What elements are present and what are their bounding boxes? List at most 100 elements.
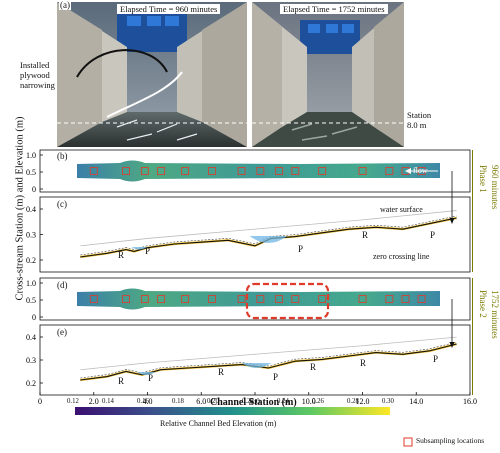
phase2-duration: 1752 minutes <box>490 290 500 339</box>
x-tick-label: 10.0 <box>302 397 316 406</box>
x-tick-label: 0 <box>38 397 42 406</box>
link-arrowhead-phase1 <box>449 218 455 224</box>
station-label: Station 8.0 m <box>407 110 431 130</box>
flow-arrowhead <box>405 168 411 174</box>
subsampling-marker <box>291 167 300 175</box>
photo-1752-min: Elapsed Time = 1752 minutes <box>252 2 404 147</box>
riffle-label: R <box>360 358 367 368</box>
y-tick-label: 1.0 <box>26 151 36 160</box>
x-ticks: 0 2.0 4.0 6.0 8.0 10.0 12.0 14.0 16.0 <box>38 392 477 406</box>
pool-label: P <box>298 244 304 254</box>
colorbar-tick-label: 0.18 <box>172 398 184 405</box>
y-tick-label: 0.2 <box>26 379 36 388</box>
phase2-title: Phase 2 <box>478 290 488 318</box>
water-surface-label: water surface <box>380 205 423 214</box>
panel-label-b: (b) <box>57 151 68 161</box>
riffle-label: R <box>118 250 125 260</box>
y-tick-label: 0 <box>32 313 36 322</box>
colorbar-tick-label: 0.12 <box>67 398 79 405</box>
y-tick-label: 0 <box>32 185 36 194</box>
panel-e-frame <box>39 324 471 396</box>
panel-label-a: (a) <box>59 0 71 10</box>
riffle-label: R <box>310 362 317 372</box>
y-tick-label: 0.5 <box>26 296 36 305</box>
map-y-ticks: 0 0.5 1.0 0 0.5 1.0 <box>26 151 43 322</box>
subsampling-marker <box>291 295 300 303</box>
subsampling-markers-phase1 <box>89 167 426 175</box>
subsampling-marker <box>140 295 149 303</box>
x-tick-label: 8.0 <box>250 397 260 406</box>
subsampling-marker <box>417 295 426 303</box>
subsampling-marker <box>237 167 246 175</box>
panel-b-frame <box>39 149 471 193</box>
subsampling-marker <box>275 295 284 303</box>
subsampling-marker <box>237 295 246 303</box>
x-axis-label: Channel Station (m) <box>210 397 297 408</box>
legend-label: Subsampling locations <box>416 436 485 445</box>
colorbar-tick-label: 0.26 <box>312 398 324 405</box>
pool-label: P <box>145 246 151 256</box>
colorbar-gradient <box>75 407 390 415</box>
subsampling-marker <box>208 295 216 303</box>
colorbar-tick-label: 0.20 <box>207 398 219 405</box>
bed-map-phase2 <box>77 288 440 310</box>
subsampling-marker <box>358 167 367 175</box>
water-surface-line <box>80 210 457 247</box>
station-label-line1: Station <box>407 110 432 120</box>
riffle-label: R <box>218 367 225 377</box>
subsampling-marker <box>181 295 190 303</box>
phase2-minutes: 1752 minutes <box>490 290 500 339</box>
colorbar-tick-label: 0.14 <box>102 398 114 405</box>
subsampling-marker <box>89 167 98 175</box>
panel-label-e: (e) <box>57 327 67 337</box>
colorbar-tick-label: 0.30 <box>382 398 394 405</box>
pool-label: P <box>148 373 154 383</box>
subsampling-marker <box>140 167 149 175</box>
pool-label: P <box>433 354 439 364</box>
y-tick-label: 1.0 <box>26 279 36 288</box>
x-tick-label: 6.0 <box>196 397 206 406</box>
bed-profile-line <box>80 217 457 258</box>
photo-1752-illustration <box>252 2 404 147</box>
photo-960-illustration <box>57 2 247 147</box>
narrowing-label-line1: Installed <box>20 60 50 70</box>
pool-label: P <box>430 230 436 240</box>
panel-label-c: (c) <box>57 199 67 209</box>
y-tick-label: 0.4 <box>26 333 36 342</box>
zero-crossing-label: zero crossing line <box>373 252 430 261</box>
x-tick-label: 16.0 <box>463 397 477 406</box>
photo-960-min: Elapsed Time = 960 minutes <box>57 2 247 147</box>
subsampling-marker <box>157 167 165 175</box>
narrowing-label: Installed plywood narrowing <box>20 60 55 90</box>
x-tick-label: 12.0 <box>356 397 370 406</box>
subsampling-marker <box>358 295 367 303</box>
panel-d-frame <box>39 277 471 321</box>
profile-y-ticks: 0.2 0.3 0.4 0.2 0.3 0.4 <box>26 205 43 388</box>
profile-phase2 <box>80 336 457 382</box>
subsampling-marker <box>256 167 265 175</box>
zero-crossing-line <box>80 215 457 256</box>
subsampling-marker <box>208 167 216 175</box>
x-tick-label: 4.0 <box>143 397 153 406</box>
pool-shading <box>249 236 288 243</box>
subsampling-marker <box>181 167 190 175</box>
pool-shading <box>136 372 156 375</box>
riffle-label: R <box>118 376 125 386</box>
bed-profile-highlight <box>80 342 457 382</box>
phase2-label: Phase 2 <box>478 290 488 318</box>
pool-shading <box>131 247 148 250</box>
elapsed-time-960: Elapsed Time = 960 minutes <box>117 4 221 14</box>
y-tick-label: 0.2 <box>26 256 36 265</box>
subsampling-marker <box>275 167 284 175</box>
riffle-label: R <box>362 230 369 240</box>
phase1-bracket <box>472 150 473 272</box>
narrowing-label-line2: plywood <box>20 70 50 80</box>
y-tick-label: 0.3 <box>26 231 36 240</box>
water-surface-line <box>80 336 457 371</box>
phase1-minutes: 960 minutes <box>490 165 500 210</box>
colorbar-tick-label: 0.22 <box>242 398 254 405</box>
subsampling-marker <box>318 167 327 175</box>
pool-shading <box>241 363 272 368</box>
subsampling-markers-phase2 <box>89 295 426 303</box>
